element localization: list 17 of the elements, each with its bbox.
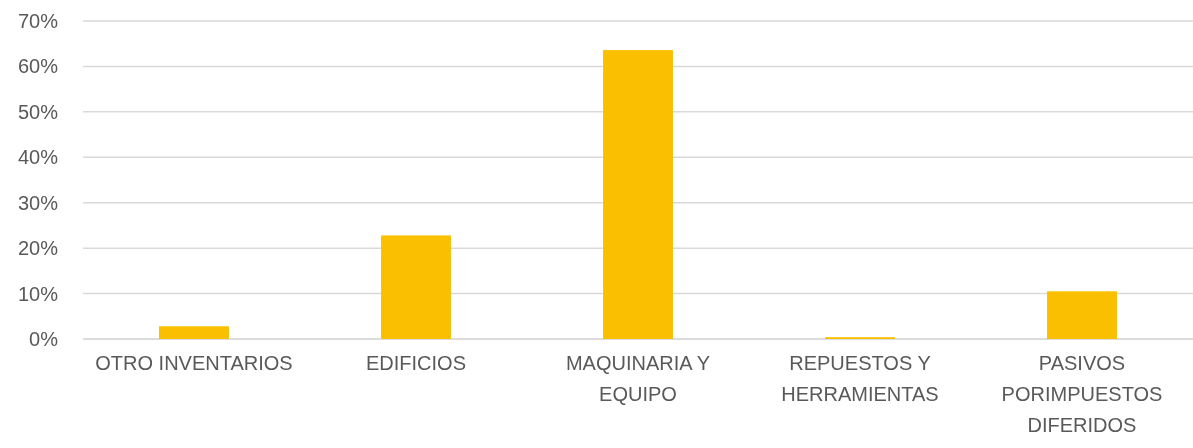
bar — [381, 235, 451, 339]
y-tick-label: 40% — [17, 146, 59, 169]
y-tick-label: 0% — [29, 328, 59, 350]
x-tick-label: REPUESTOS Y HERRAMIENTAS — [781, 352, 939, 405]
y-tick-label: 50% — [17, 100, 59, 123]
x-tick-label: PASIVOS PORIMPUESTOS DIFERIDOS — [1001, 352, 1163, 436]
y-tick-label: 20% — [17, 237, 59, 260]
bar — [159, 326, 229, 339]
y-tick-label: 60% — [17, 55, 59, 78]
bar — [1047, 291, 1117, 339]
y-tick-label: 10% — [17, 282, 59, 305]
y-tick-label: 30% — [17, 191, 59, 214]
x-tick-label: EDIFICIOS — [365, 352, 467, 374]
bar — [603, 50, 673, 339]
x-tick-label: MAQUINARIA Y EQUIPO — [565, 352, 711, 405]
x-tick-label: OTRO INVENTARIOS — [95, 352, 293, 374]
y-tick-label: 70% — [17, 10, 59, 32]
